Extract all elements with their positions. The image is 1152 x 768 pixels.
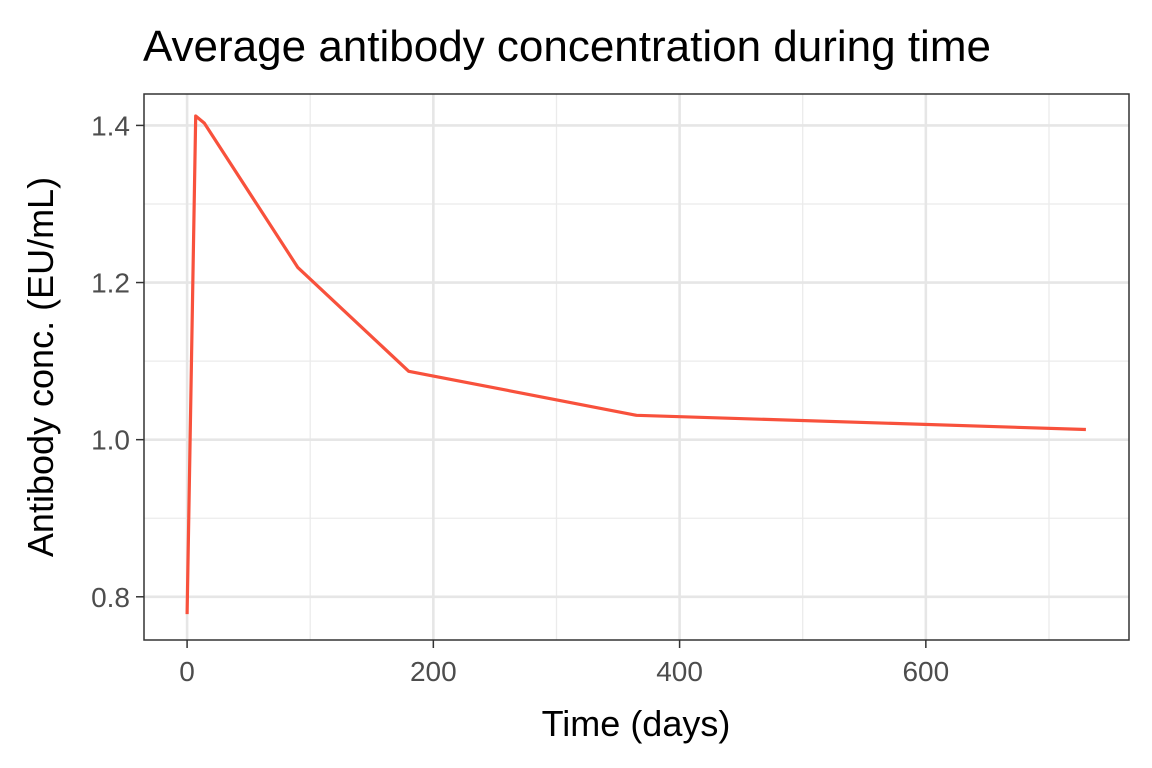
y-tick-label: 1.0 [91, 425, 130, 456]
y-axis-title: Antibody conc. (EU/mL) [20, 177, 61, 557]
y-axis: 0.8 1.0 1.2 1.4 [91, 110, 144, 613]
x-axis: 0 200 400 600 [179, 640, 949, 687]
x-tick-label: 0 [179, 656, 195, 687]
y-tick-label: 0.8 [91, 582, 130, 613]
y-tick-label: 1.2 [91, 268, 130, 299]
x-axis-title: Time (days) [542, 703, 731, 744]
x-tick-label: 600 [902, 656, 949, 687]
y-tick-label: 1.4 [91, 110, 130, 141]
plot-background [144, 94, 1129, 640]
series-line [185, 114, 1086, 615]
chart-title: Average antibody concentration during ti… [143, 22, 991, 71]
major-gridlines [144, 94, 1129, 640]
x-tick-label: 200 [410, 656, 457, 687]
series-layer [185, 114, 1086, 615]
minor-gridlines [144, 94, 1129, 640]
plot-frame [143, 93, 1130, 641]
x-tick-label: 400 [656, 656, 703, 687]
